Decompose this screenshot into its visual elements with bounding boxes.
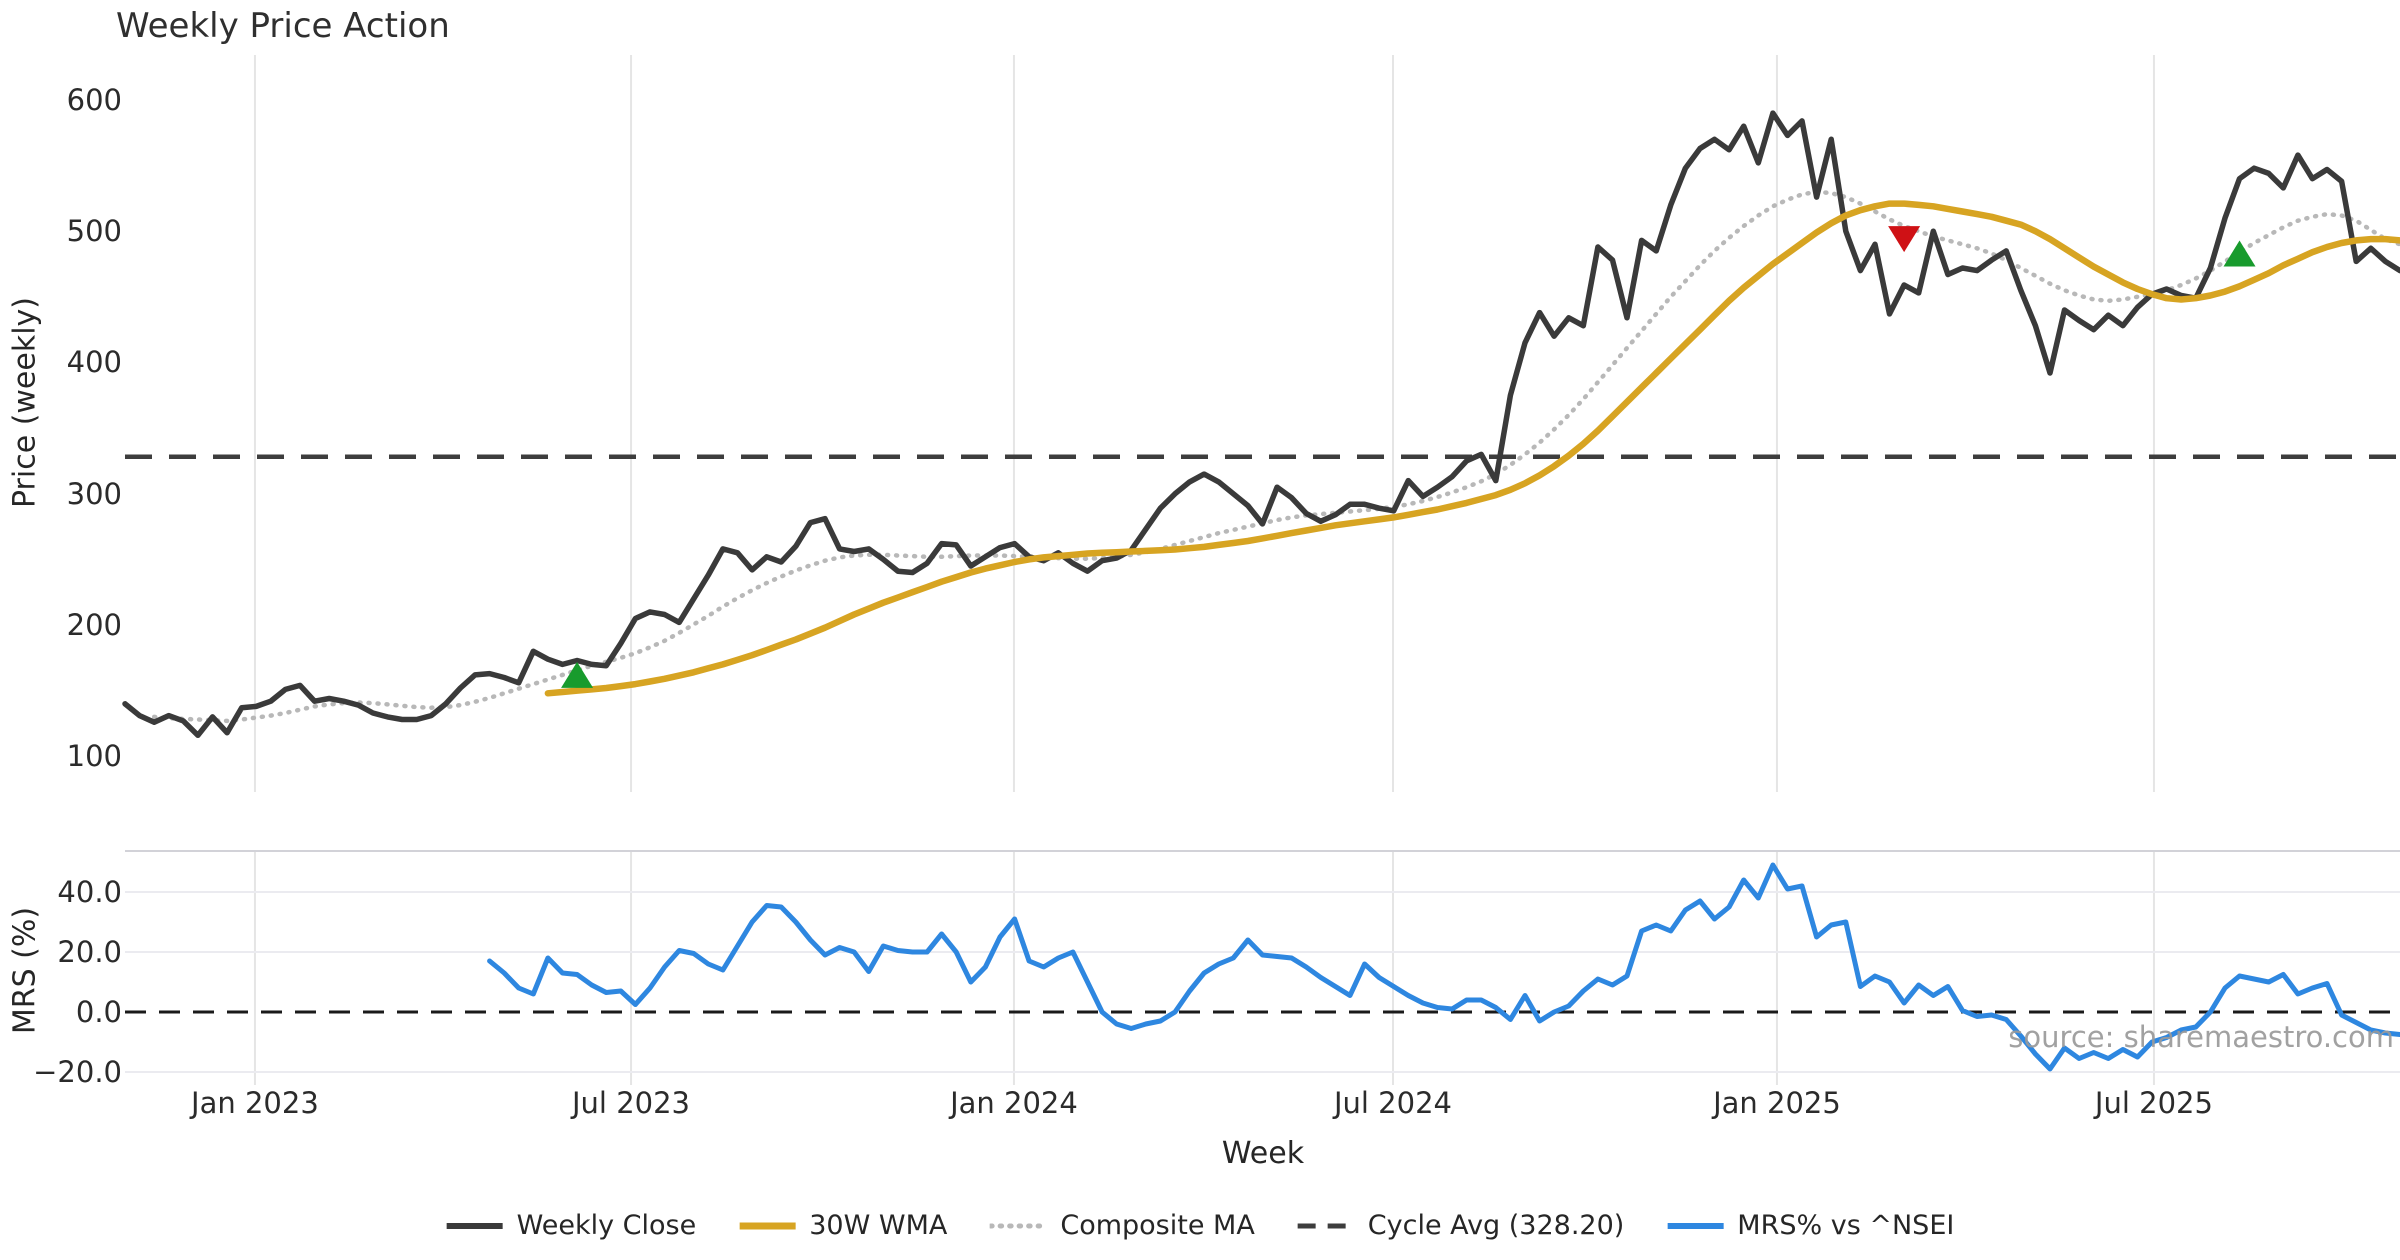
price-tick-label: 100 xyxy=(66,739,122,774)
weekly-close-line xyxy=(122,110,2400,739)
legend-item: 30W WMA xyxy=(738,1210,947,1241)
x-tick-label: Jan 2023 xyxy=(191,1086,319,1120)
mrs-tick-label: 20.0 xyxy=(57,935,122,969)
legend-item: Composite MA xyxy=(989,1210,1255,1241)
price-axis-title: Price (weekly) xyxy=(7,296,43,509)
legend: Weekly Close 30W WMA Composite MA Cycle Avg… xyxy=(446,1210,1954,1241)
mrs-tick-label: 40.0 xyxy=(57,875,122,909)
buy-signal-marker xyxy=(2223,240,2256,267)
legend-item: MRS% vs ^NSEI xyxy=(1666,1210,1954,1241)
price-tick-label: 200 xyxy=(66,608,122,643)
x-tick-label: Jul 2023 xyxy=(572,1086,691,1120)
chart-title: Weekly Price Action xyxy=(116,6,450,46)
composite-ma-line xyxy=(151,189,2400,724)
x-tick-label: Jul 2025 xyxy=(2094,1086,2213,1120)
legend-label: Composite MA xyxy=(1060,1210,1255,1241)
mrs-tick-label: −20.0 xyxy=(33,1055,122,1089)
price-tick-label: 600 xyxy=(66,82,122,117)
legend-label: 30W WMA xyxy=(809,1210,948,1241)
x-tick-label: Jan 2025 xyxy=(1713,1086,1841,1120)
x-tick-label: Jul 2024 xyxy=(1333,1086,1452,1120)
mrs-line xyxy=(487,862,2400,1072)
legend-label: Cycle Avg (328.20) xyxy=(1367,1210,1625,1241)
x-axis-title: Week xyxy=(1221,1136,1305,1171)
legend-swatch-solid-line xyxy=(1667,1222,1724,1229)
legend-label: Weekly Close xyxy=(516,1210,697,1241)
x-tick-label: Jan 2024 xyxy=(950,1086,1078,1120)
wma30-line xyxy=(544,200,2400,697)
legend-swatch-solid-line xyxy=(446,1222,503,1229)
legend-swatch-solid-line xyxy=(739,1222,796,1229)
price-tick-label: 500 xyxy=(66,214,122,249)
legend-item: Weekly Close xyxy=(446,1210,697,1241)
legend-label: MRS% vs ^NSEI xyxy=(1737,1210,1955,1241)
legend-swatch-dashed-line xyxy=(1297,1223,1354,1228)
mrs-tick-label: 0.0 xyxy=(75,995,122,1029)
source-watermark: source: sharemaestro.com xyxy=(2008,1020,2394,1054)
legend-swatch-dotted-line xyxy=(989,1223,1048,1228)
price-tick-label: 300 xyxy=(66,476,122,511)
buy-signal-marker xyxy=(561,661,594,688)
sell-signal-marker xyxy=(1888,226,1921,253)
price-tick-label: 400 xyxy=(66,345,122,380)
legend-item: Cycle Avg (328.20) xyxy=(1297,1210,1625,1241)
